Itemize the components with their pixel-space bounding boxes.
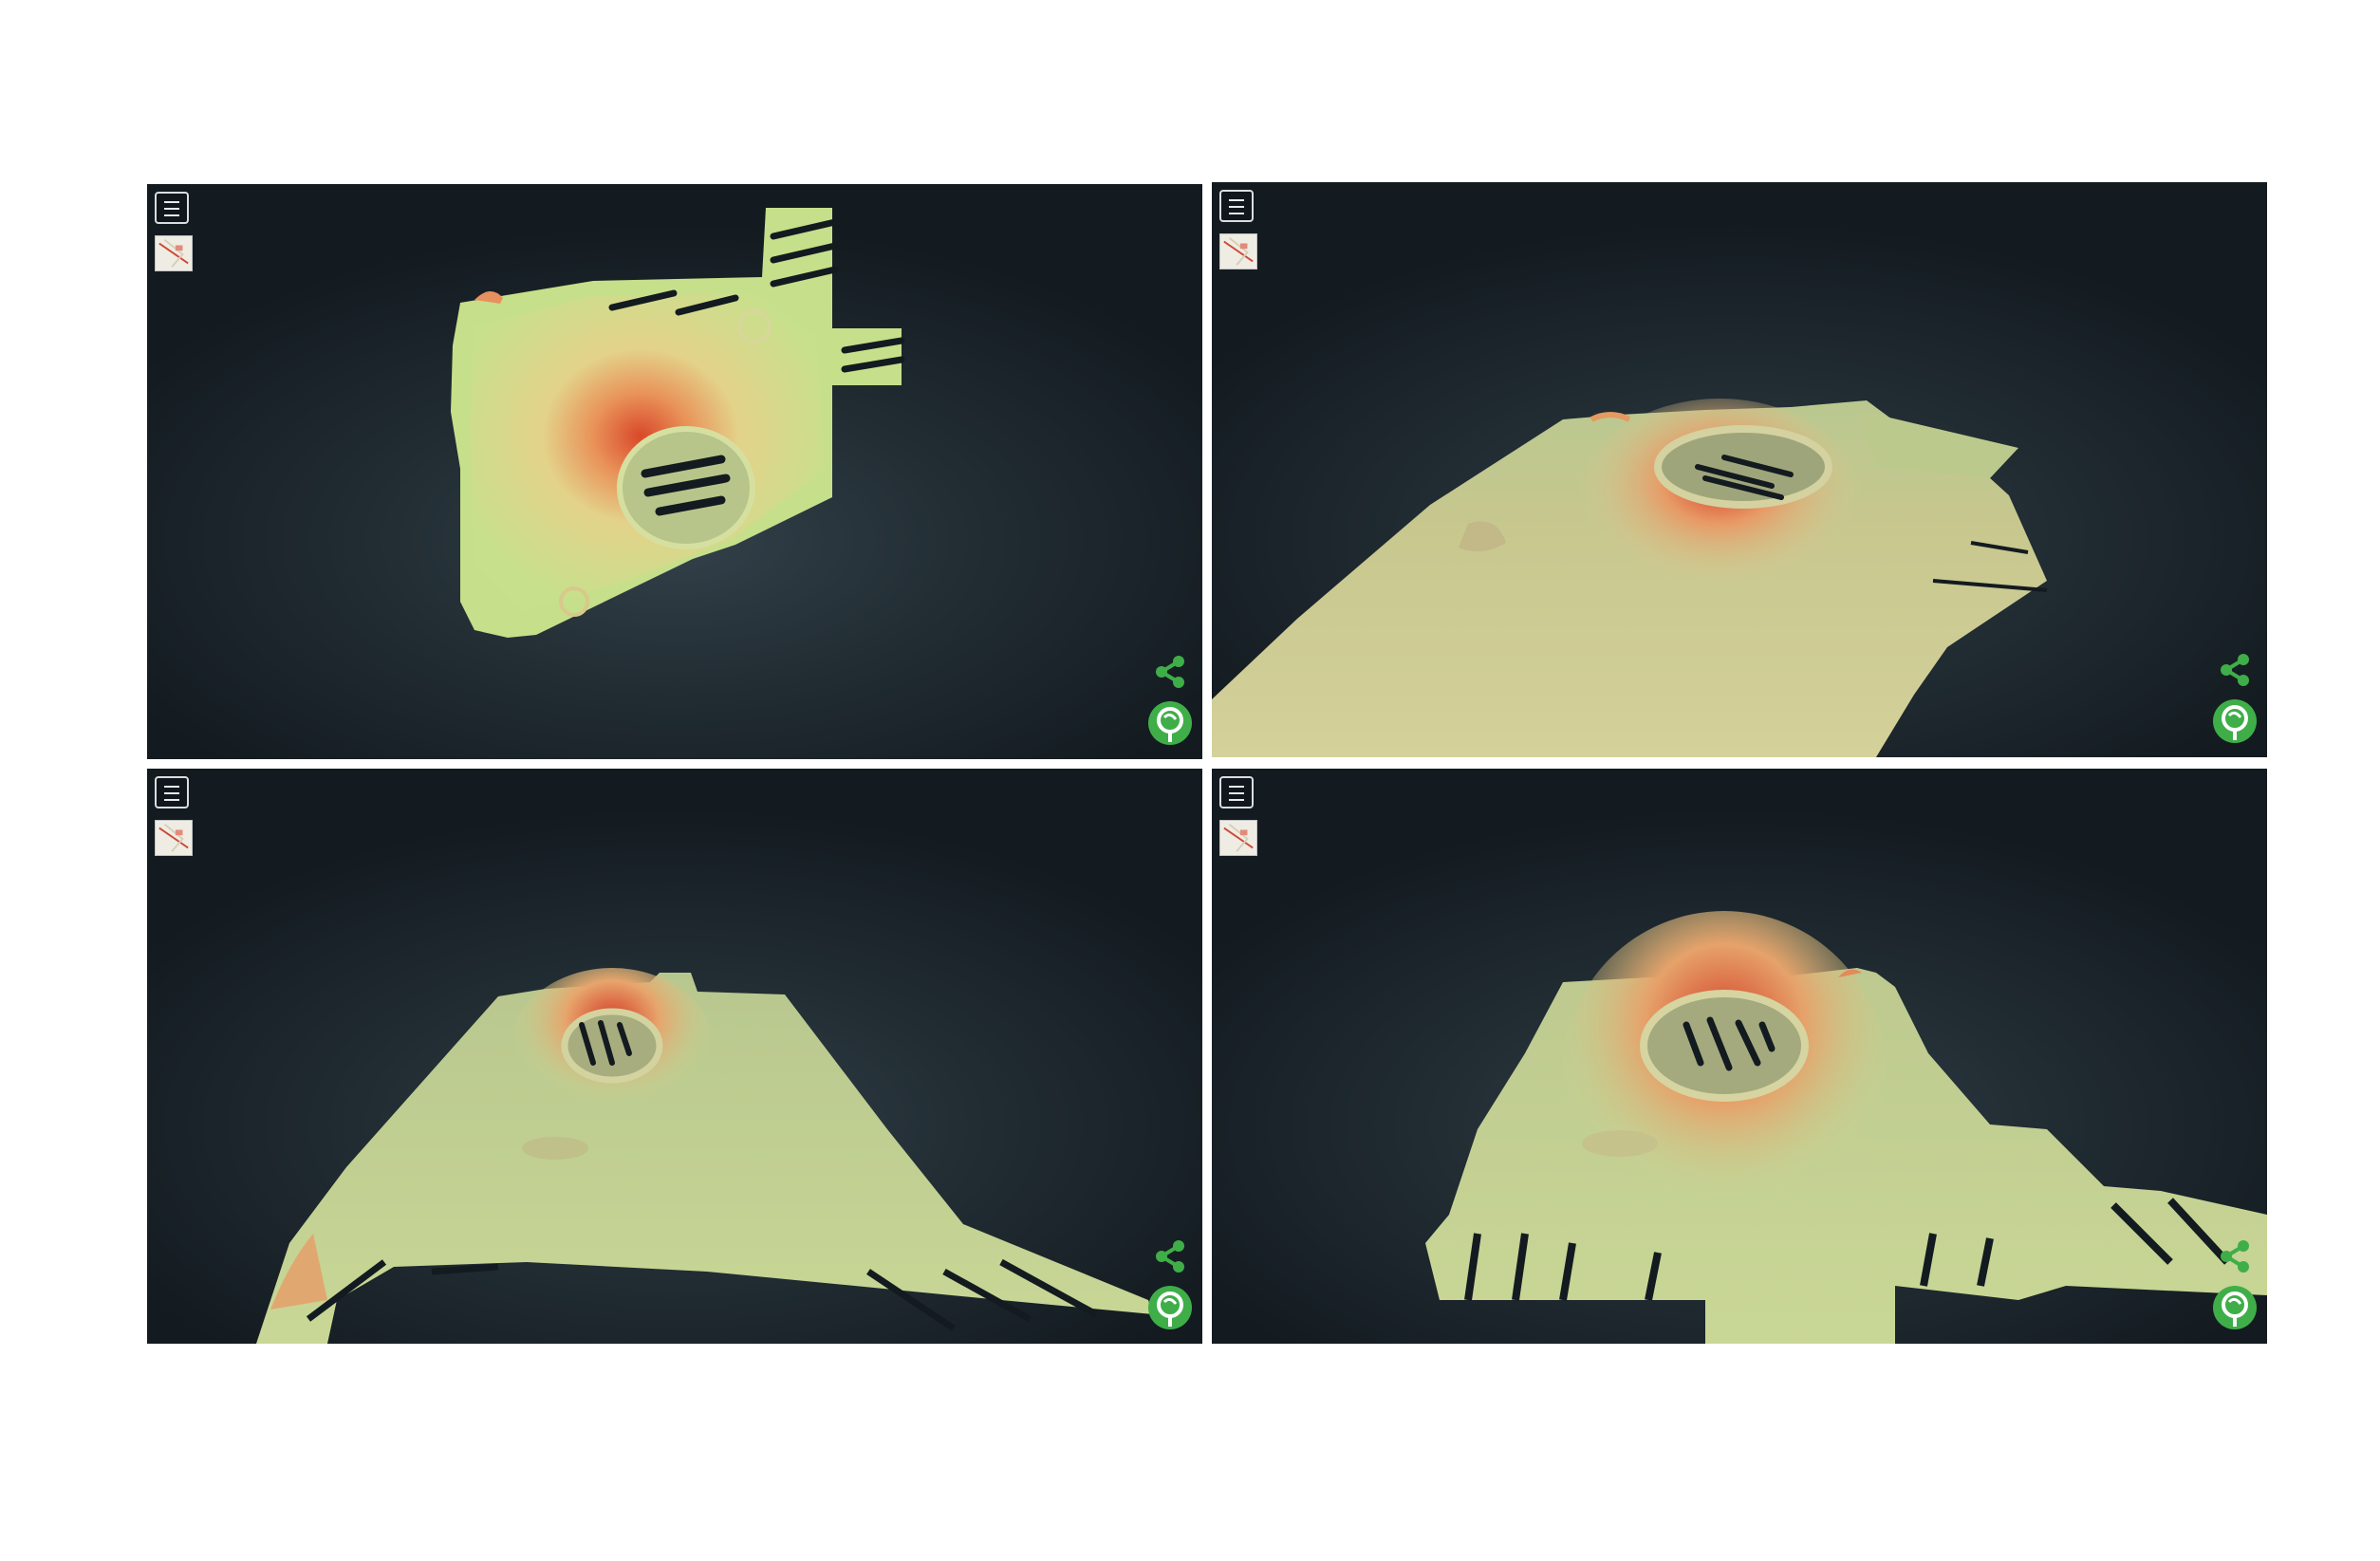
menu-button[interactable]	[155, 192, 189, 224]
menu-button[interactable]	[155, 776, 189, 808]
share-button[interactable]	[2216, 651, 2254, 689]
terrain-surface	[1212, 399, 2048, 757]
viewport-oblique-northwest[interactable]	[1212, 182, 2267, 757]
terrain-surface	[1425, 911, 2267, 1344]
viewport-oblique-south[interactable]	[147, 769, 1202, 1344]
terrain-view[interactable]	[1212, 182, 2267, 757]
share-icon	[2221, 1240, 2249, 1273]
terrain-surface	[451, 208, 905, 638]
terrain-surface	[256, 968, 1153, 1344]
brand-logo[interactable]	[2212, 1285, 2258, 1330]
menu-button[interactable]	[1219, 190, 1254, 222]
brand-logo-icon	[1148, 1286, 1192, 1329]
share-button[interactable]	[2216, 1237, 2254, 1275]
brand-logo-icon	[2213, 1286, 2257, 1329]
menu-button[interactable]	[1219, 776, 1254, 808]
share-button[interactable]	[1151, 1237, 1189, 1275]
terrain-view[interactable]	[1212, 769, 2267, 1344]
viewport-oblique-southeast[interactable]	[1212, 769, 2267, 1344]
map-thumbnail-icon	[1220, 821, 1256, 855]
brand-logo[interactable]	[1147, 1285, 1193, 1330]
brand-logo[interactable]	[1147, 700, 1193, 746]
map-thumbnail-button[interactable]	[1219, 233, 1257, 269]
brand-logo-icon	[2213, 699, 2257, 743]
share-button[interactable]	[1151, 653, 1189, 691]
map-thumbnail-button[interactable]	[1219, 820, 1257, 856]
brand-logo-icon	[1148, 701, 1192, 745]
map-thumbnail-button[interactable]	[155, 820, 193, 856]
share-icon	[1156, 656, 1184, 688]
brand-logo[interactable]	[2212, 698, 2258, 744]
share-icon	[1156, 1240, 1184, 1273]
share-icon	[2221, 654, 2249, 686]
viewport-top-down[interactable]	[147, 184, 1202, 759]
map-thumbnail-icon	[156, 821, 192, 855]
terrain-view[interactable]	[147, 769, 1202, 1344]
map-thumbnail-button[interactable]	[155, 235, 193, 271]
map-thumbnail-icon	[1220, 234, 1256, 269]
terrain-view[interactable]	[147, 184, 1202, 759]
map-thumbnail-icon	[156, 236, 192, 270]
